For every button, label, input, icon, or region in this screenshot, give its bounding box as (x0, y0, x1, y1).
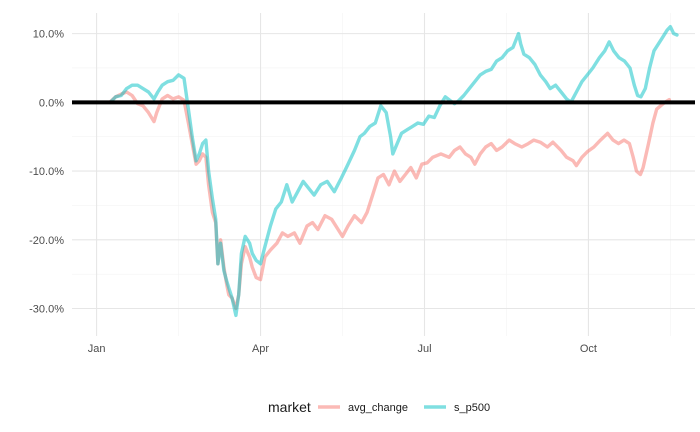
y-tick-label: -10.0% (29, 166, 64, 178)
y-tick-label: 10.0% (33, 29, 64, 41)
x-tick-label: Apr (252, 343, 269, 355)
x-tick-label: Jan (88, 343, 106, 355)
series-line-avg-change (108, 90, 671, 311)
y-tick-label: -20.0% (29, 235, 64, 247)
legend: market avg_change s_p500 (268, 399, 490, 415)
legend-title: market (268, 399, 311, 415)
x-tick-label: Jul (417, 343, 431, 355)
series-lines (108, 25, 679, 318)
x-axis-tick-labels: Jan Apr Jul Oct (88, 343, 597, 355)
series-line-s-p500 (108, 25, 679, 318)
y-tick-label: 0.0% (39, 97, 64, 109)
legend-label-s-p500: s_p500 (454, 402, 490, 414)
y-tick-label: -30.0% (29, 304, 64, 316)
legend-label-avg-change: avg_change (348, 402, 408, 414)
x-tick-label: Oct (580, 343, 597, 355)
y-axis-tick-labels: 10.0% 0.0% -10.0% -20.0% -30.0% (29, 29, 64, 316)
